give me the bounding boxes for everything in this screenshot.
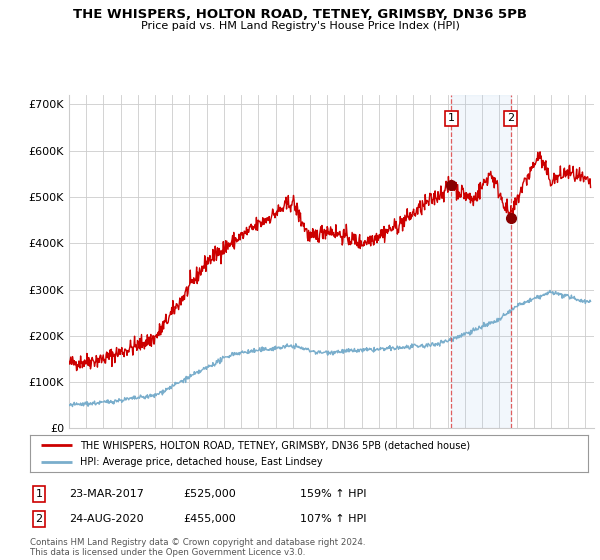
Text: 2: 2	[507, 113, 514, 123]
Text: 1: 1	[448, 113, 455, 123]
Text: Price paid vs. HM Land Registry's House Price Index (HPI): Price paid vs. HM Land Registry's House …	[140, 21, 460, 31]
Text: 23-MAR-2017: 23-MAR-2017	[69, 489, 144, 499]
Text: Contains HM Land Registry data © Crown copyright and database right 2024.
This d: Contains HM Land Registry data © Crown c…	[30, 538, 365, 557]
Text: THE WHISPERS, HOLTON ROAD, TETNEY, GRIMSBY, DN36 5PB: THE WHISPERS, HOLTON ROAD, TETNEY, GRIMS…	[73, 8, 527, 21]
Text: THE WHISPERS, HOLTON ROAD, TETNEY, GRIMSBY, DN36 5PB (detached house): THE WHISPERS, HOLTON ROAD, TETNEY, GRIMS…	[80, 440, 470, 450]
Text: 159% ↑ HPI: 159% ↑ HPI	[300, 489, 367, 499]
Text: £525,000: £525,000	[183, 489, 236, 499]
Text: 2: 2	[35, 514, 43, 524]
Text: HPI: Average price, detached house, East Lindsey: HPI: Average price, detached house, East…	[80, 458, 323, 468]
Text: 107% ↑ HPI: 107% ↑ HPI	[300, 514, 367, 524]
Text: 24-AUG-2020: 24-AUG-2020	[69, 514, 143, 524]
Text: £455,000: £455,000	[183, 514, 236, 524]
Bar	[451, 95, 511, 428]
Text: 1: 1	[35, 489, 43, 499]
